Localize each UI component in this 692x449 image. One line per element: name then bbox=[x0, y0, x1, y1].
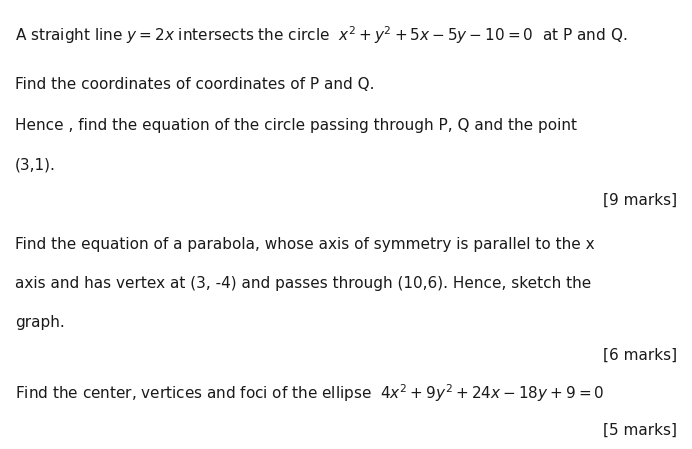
Text: Hence , find the equation of the circle passing through P, Q and the point: Hence , find the equation of the circle … bbox=[15, 118, 577, 132]
Text: [9 marks]: [9 marks] bbox=[603, 193, 677, 208]
Text: [5 marks]: [5 marks] bbox=[603, 423, 677, 438]
Text: A straight line $y = 2x$ intersects the circle  $x^2 +y^2 +5x-5y-10=0$  at P and: A straight line $y = 2x$ intersects the … bbox=[15, 25, 628, 46]
Text: axis and has vertex at (3, -4) and passes through (10,6). Hence, sketch the: axis and has vertex at (3, -4) and passe… bbox=[15, 276, 592, 291]
Text: Find the coordinates of coordinates of P and Q.: Find the coordinates of coordinates of P… bbox=[15, 77, 375, 92]
Text: Find the center, vertices and foci of the ellipse  $4x^2 +9y^2 +24x-18y+9=0$: Find the center, vertices and foci of th… bbox=[15, 383, 605, 404]
Text: Find the equation of a parabola, whose axis of symmetry is parallel to the x: Find the equation of a parabola, whose a… bbox=[15, 237, 595, 252]
Text: graph.: graph. bbox=[15, 315, 65, 330]
Text: (3,1).: (3,1). bbox=[15, 157, 56, 172]
Text: [6 marks]: [6 marks] bbox=[603, 348, 677, 363]
